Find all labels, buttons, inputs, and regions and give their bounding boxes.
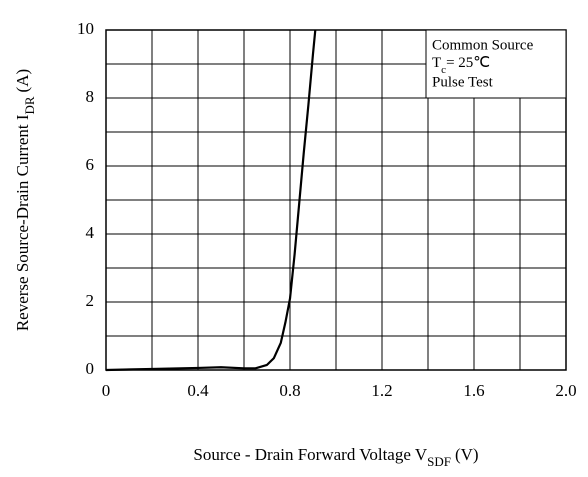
x-tick-label: 0	[102, 381, 111, 400]
y-tick-label: 8	[86, 87, 95, 106]
x-tick-label: 1.6	[463, 381, 484, 400]
note-line: Tc= 25℃	[432, 55, 490, 75]
x-axis-label: Source - Drain Forward Voltage VSDF (V)	[193, 445, 478, 470]
note-box	[425, 29, 567, 99]
note-tval: = 25℃	[446, 55, 490, 71]
y-label-unit: (A)	[13, 69, 32, 93]
y-tick-label: 2	[86, 291, 95, 310]
x-label-unit: (V)	[455, 445, 479, 464]
line-series	[105, 29, 317, 372]
plot-frame	[105, 29, 567, 371]
y-label-sub: DR	[22, 96, 37, 114]
y-tick-label: 4	[86, 223, 95, 242]
x-tick-label: 1.2	[371, 381, 392, 400]
y-tick-label: 6	[86, 155, 95, 174]
y-label-text: Reverse Source-Drain Current I	[13, 114, 32, 331]
x-tick-label: 2.0	[555, 381, 576, 400]
x-label-text: Source - Drain Forward Voltage V	[193, 445, 427, 464]
x-tick-label: 0.8	[279, 381, 300, 400]
y-tick-label: 10	[77, 19, 94, 38]
x-label-sub: SDF	[427, 454, 451, 469]
note-t: T	[432, 55, 441, 71]
note-line: Common Source	[432, 37, 534, 53]
y-axis-label: Reverse Source-Drain Current IDR (A)	[13, 69, 38, 331]
note-line: Pulse Test	[432, 74, 494, 90]
x-tick-label: 0.4	[187, 381, 209, 400]
note-tsub: c	[441, 64, 446, 76]
y-tick-label: 0	[86, 359, 95, 378]
